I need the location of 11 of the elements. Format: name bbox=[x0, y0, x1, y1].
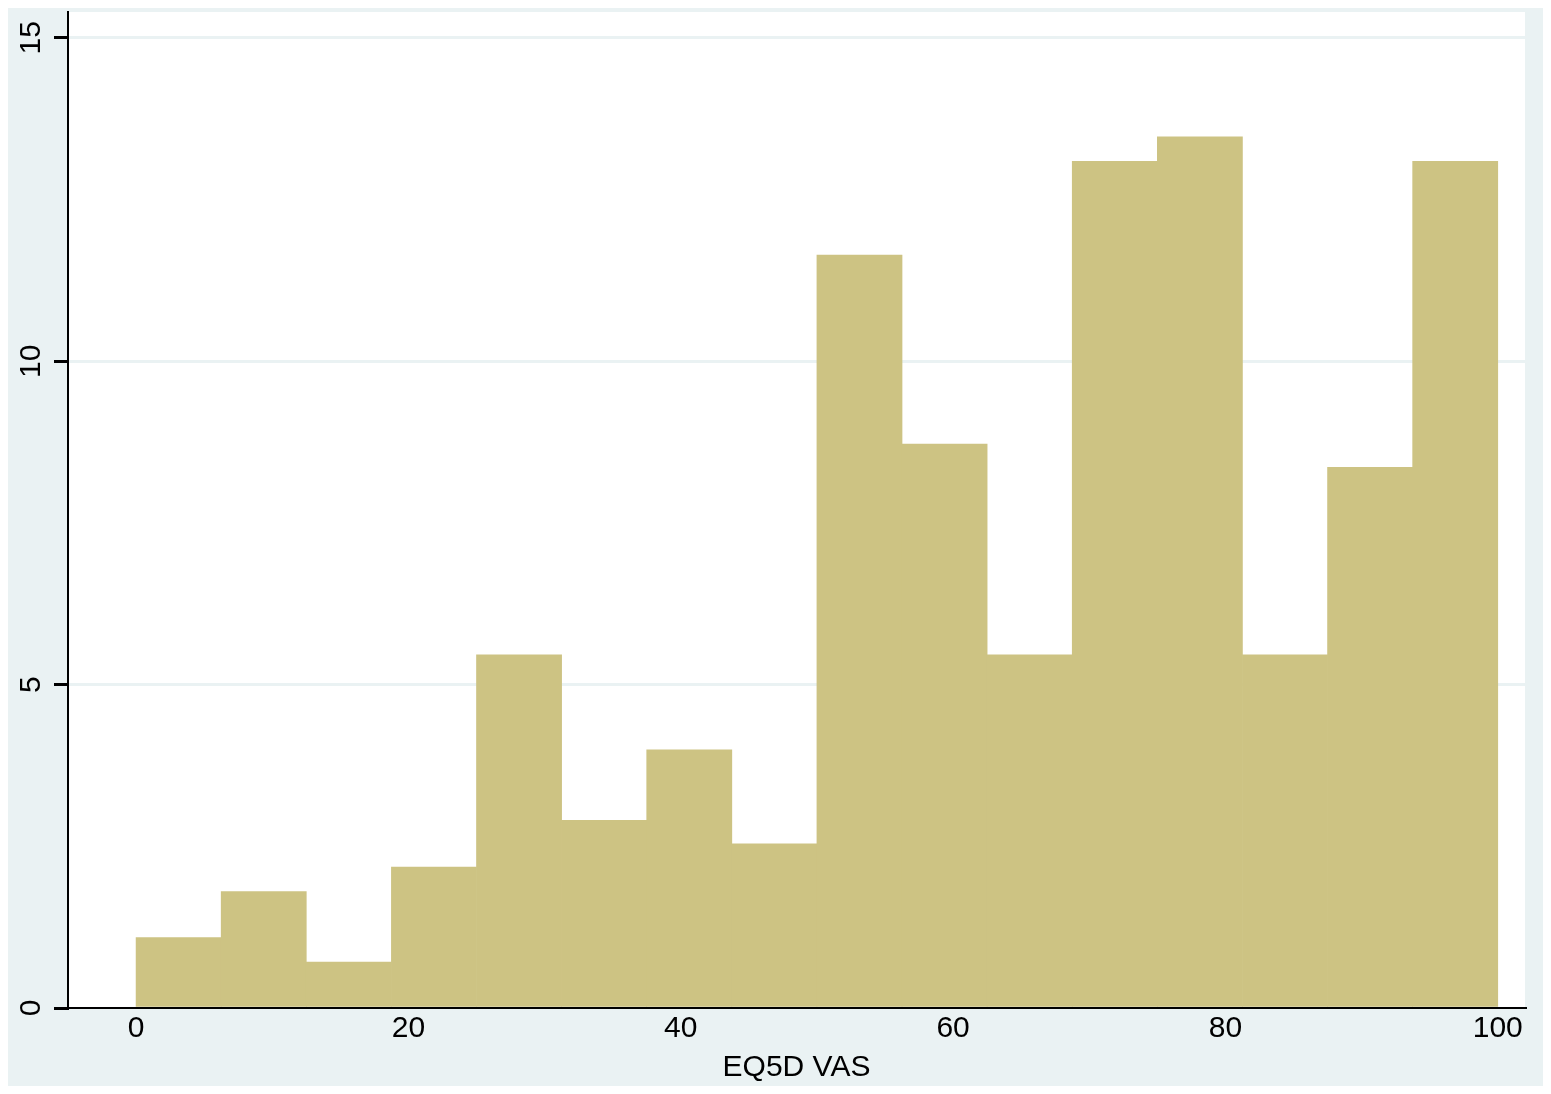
x-tick-label: 100 bbox=[1472, 1010, 1523, 1044]
x-tick-label: 80 bbox=[1208, 1010, 1243, 1044]
y-tick-label: 10 bbox=[13, 344, 47, 378]
x-tick-label: 0 bbox=[127, 1010, 145, 1044]
x-tick-label: 20 bbox=[391, 1010, 426, 1044]
y-tick-label: 15 bbox=[13, 21, 47, 55]
x-tick-label: 60 bbox=[936, 1010, 970, 1044]
y-tick-label: 0 bbox=[13, 999, 47, 1017]
x-axis-title: EQ5D VAS bbox=[722, 1049, 871, 1083]
x-tick-label: 40 bbox=[664, 1010, 698, 1044]
y-tick-label: 5 bbox=[13, 676, 47, 693]
